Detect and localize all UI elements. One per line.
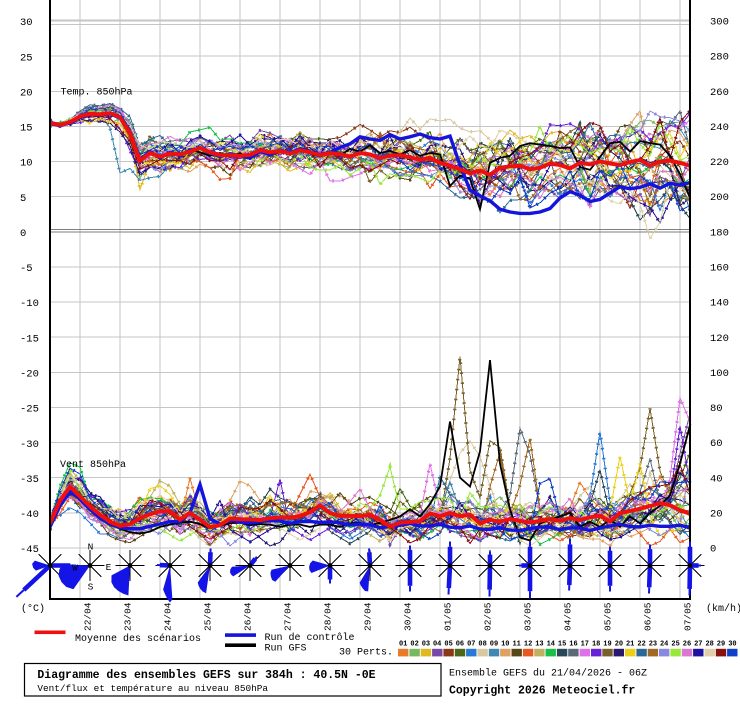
svg-text:02: 02 [410,641,418,649]
svg-text:30 Perts.: 30 Perts. [339,648,393,659]
svg-text:Run de contrôle: Run de contrôle [265,632,355,644]
svg-text:23/04: 23/04 [123,602,134,631]
svg-text:-15: -15 [20,333,39,345]
svg-text:19: 19 [603,641,611,649]
svg-text:02/05: 02/05 [483,602,494,631]
svg-text:01: 01 [399,641,407,649]
svg-text:Temp. 850hPa: Temp. 850hPa [61,87,133,99]
svg-text:40: 40 [710,473,723,485]
svg-text:-45: -45 [20,544,39,556]
svg-text:140: 140 [710,298,729,310]
svg-text:30: 30 [728,641,736,649]
svg-text:N: N [88,542,94,553]
svg-text:260: 260 [710,87,729,99]
svg-text:25/04: 25/04 [203,602,214,631]
svg-text:26: 26 [683,641,691,649]
svg-text:220: 220 [710,157,729,169]
svg-text:06: 06 [456,641,464,649]
svg-text:09: 09 [490,641,498,649]
svg-text:Moyenne des scénarios: Moyenne des scénarios [75,633,201,645]
svg-text:-20: -20 [20,369,39,381]
svg-text:20: 20 [20,88,33,100]
svg-text:-35: -35 [20,474,39,486]
svg-text:20: 20 [710,508,723,520]
svg-text:04/05: 04/05 [563,602,574,631]
svg-text:16: 16 [569,641,577,649]
svg-text:280: 280 [710,52,729,64]
svg-text:-40: -40 [20,509,39,521]
svg-text:27: 27 [694,641,702,649]
svg-text:29: 29 [717,641,725,649]
svg-text:26/04: 26/04 [243,602,254,631]
svg-text:20: 20 [615,641,623,649]
svg-text:11: 11 [512,641,520,649]
svg-text:Ensemble GEFS du 21/04/2026 -: Ensemble GEFS du 21/04/2026 - 06Z [449,667,647,679]
svg-text:(km/h): (km/h) [706,603,740,615]
svg-text:-10: -10 [20,298,39,310]
svg-text:0: 0 [20,228,26,240]
svg-text:06/05: 06/05 [643,602,654,631]
svg-text:07/05: 07/05 [683,602,694,631]
svg-text:80: 80 [710,403,723,415]
svg-text:22/04: 22/04 [83,602,94,631]
svg-text:03/05: 03/05 [523,602,534,631]
svg-text:24/04: 24/04 [163,602,174,631]
svg-text:12: 12 [524,641,532,649]
svg-text:120: 120 [710,333,729,345]
svg-text:08: 08 [478,641,486,649]
svg-text:-30: -30 [20,439,39,451]
svg-text:Vent 850hPa: Vent 850hPa [60,459,126,471]
svg-text:28/04: 28/04 [323,602,334,631]
svg-text:0: 0 [710,544,716,556]
svg-text:25: 25 [20,52,33,64]
svg-text:15: 15 [20,123,33,135]
svg-text:200: 200 [710,192,729,204]
svg-text:240: 240 [710,122,729,134]
svg-text:25: 25 [671,641,679,649]
svg-text:S: S [88,582,94,593]
svg-text:22: 22 [637,641,645,649]
svg-text:13: 13 [535,641,543,649]
svg-text:15: 15 [558,641,566,649]
svg-text:27/04: 27/04 [283,602,294,631]
svg-text:14: 14 [547,641,555,649]
svg-text:180: 180 [710,227,729,239]
svg-text:03: 03 [422,641,430,649]
svg-text:-25: -25 [20,404,39,416]
svg-text:24: 24 [660,641,668,649]
svg-text:28: 28 [705,641,713,649]
svg-text:-5: -5 [20,263,33,275]
svg-text:300: 300 [710,17,729,29]
svg-text:05/05: 05/05 [603,602,614,631]
svg-text:01/05: 01/05 [443,602,454,631]
svg-text:10: 10 [501,641,509,649]
svg-text:Run GFS: Run GFS [265,644,307,655]
svg-text:(°C): (°C) [21,603,45,615]
svg-text:21: 21 [626,641,634,649]
svg-text:05: 05 [444,641,452,649]
svg-text:18: 18 [592,641,600,649]
svg-text:60: 60 [710,438,723,450]
svg-text:17: 17 [581,641,589,649]
svg-text:Vent/flux et température au ni: Vent/flux et température au niveau 850hP… [37,683,268,694]
svg-text:160: 160 [710,263,729,275]
svg-text:5: 5 [20,193,26,205]
svg-text:100: 100 [710,368,729,380]
svg-text:30/04: 30/04 [403,602,414,631]
svg-text:E: E [106,562,112,573]
svg-text:10: 10 [20,158,33,170]
svg-text:Diagramme des ensembles GEFS s: Diagramme des ensembles GEFS sur 384h : … [37,669,375,682]
svg-text:29/04: 29/04 [363,602,374,631]
svg-text:07: 07 [467,641,475,649]
svg-text:23: 23 [649,641,657,649]
svg-text:30: 30 [20,17,33,29]
svg-text:04: 04 [433,641,441,649]
svg-text:W: W [72,563,78,574]
svg-text:Copyright 2026 Meteociel.fr: Copyright 2026 Meteociel.fr [449,685,635,698]
